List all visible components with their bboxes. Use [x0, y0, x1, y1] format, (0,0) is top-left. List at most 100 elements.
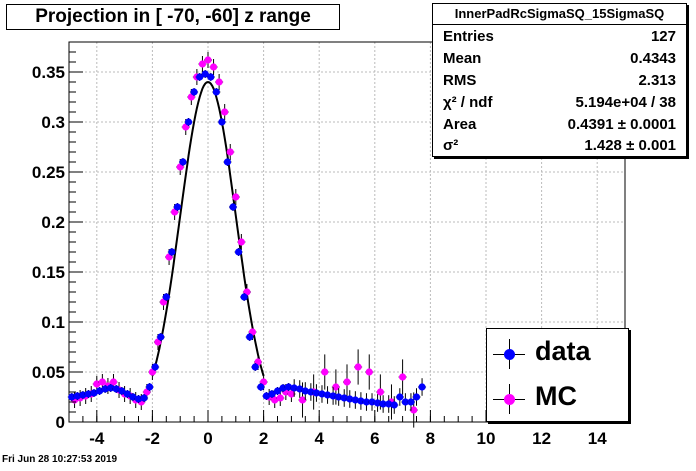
y-tick-label: 0.2 [41, 213, 65, 232]
stats-row-rms: RMS 2.313 [443, 70, 676, 92]
data-point [273, 387, 282, 395]
stats-row-sigma2: σ² 1.428 ± 0.001 [443, 135, 676, 157]
data-point [140, 394, 148, 402]
data-point [101, 385, 109, 393]
data-point [201, 70, 209, 78]
stats-value: 1.428 ± 0.001 [584, 137, 676, 154]
data-point [368, 398, 376, 406]
y-tick-label: 0.3 [41, 113, 65, 132]
data-point [385, 400, 393, 408]
data-point [251, 363, 259, 371]
data-point [335, 393, 343, 401]
data-point [307, 388, 315, 396]
stats-label: χ² / ndf [443, 94, 493, 111]
data-point [410, 406, 418, 414]
stats-label: Mean [443, 50, 482, 67]
data-point [365, 368, 373, 376]
data-point [109, 378, 118, 386]
data-point [68, 393, 76, 401]
data-point [221, 108, 229, 116]
data-point [198, 60, 207, 68]
y-tick-label: 0.1 [41, 313, 65, 332]
legend-marker-dot [504, 394, 515, 405]
stats-label: Entries [443, 28, 494, 45]
data-point [215, 78, 223, 86]
data-point [285, 383, 293, 391]
x-tick-label: -2 [145, 429, 160, 448]
data-point [257, 383, 265, 391]
data-point [190, 88, 198, 96]
data-point [146, 383, 154, 391]
chart-title: Projection in [ -70, -60] z range [35, 6, 311, 27]
data-point [287, 390, 295, 398]
data-point [407, 398, 415, 406]
data-point [418, 383, 426, 391]
data-point [207, 73, 215, 81]
data-point [390, 401, 398, 409]
data-point [401, 398, 409, 406]
data-point [226, 148, 234, 156]
stats-row-mean: Mean 0.4343 [443, 48, 676, 70]
data-point [179, 158, 187, 166]
legend: data MC [486, 328, 629, 422]
data-point [268, 390, 276, 398]
series-mc [70, 52, 418, 428]
stats-value: 127 [650, 28, 676, 45]
y-axis: 0.05 0.1 0.15 0.2 0.25 0.3 0.35 0 [32, 51, 83, 432]
stats-row-chi2: χ² / ndf 5.194e+04 / 38 [443, 92, 676, 114]
legend-entry-data: data [487, 332, 628, 376]
data-point [354, 363, 362, 371]
data-point [373, 399, 382, 407]
data-point [218, 118, 226, 126]
data-point [318, 390, 326, 398]
data-point [412, 393, 421, 401]
data-point [351, 396, 359, 404]
data-point [279, 384, 287, 392]
data-point [209, 63, 218, 71]
x-tick-label: 2 [259, 429, 268, 448]
data-point [196, 73, 204, 81]
stats-row-entries: Entries 127 [443, 26, 676, 48]
legend-marker-dot [504, 349, 515, 360]
data-point [162, 293, 170, 301]
stats-label: RMS [443, 72, 477, 89]
data-point [134, 395, 143, 403]
data-point [396, 393, 404, 401]
data-point [168, 248, 176, 256]
data-point [246, 333, 254, 341]
data-point [346, 395, 354, 403]
data-point [240, 293, 248, 301]
series-data [67, 70, 427, 414]
data-point [362, 398, 371, 406]
data-point [157, 333, 165, 341]
x-tick-label: 14 [588, 429, 607, 448]
y-tick-label: 0 [56, 413, 65, 432]
data-point [376, 388, 384, 396]
x-tick-label: -4 [89, 429, 105, 448]
data-point [173, 203, 182, 211]
data-point [323, 391, 332, 399]
x-tick-label: 8 [426, 429, 435, 448]
stats-value: 2.313 [638, 72, 676, 89]
data-point [321, 368, 329, 376]
x-tick-label: 10 [477, 429, 496, 448]
fit-curve-line [151, 80, 265, 377]
data-point [237, 238, 245, 246]
data-point [151, 363, 159, 371]
data-point [340, 394, 348, 402]
data-point [79, 391, 87, 399]
data-point [298, 396, 307, 404]
data-point [212, 88, 220, 96]
stats-value: 0.4343 [630, 50, 676, 67]
data-point [232, 193, 240, 201]
data-point [332, 383, 340, 391]
data-point [357, 397, 365, 405]
fit-curve [151, 80, 265, 377]
data-point [329, 392, 337, 400]
data-point [184, 118, 193, 126]
data-point [312, 389, 321, 397]
data-point [379, 400, 387, 408]
stats-name: InnerPadRcSigmaSQ_15SigmaSQ [433, 4, 686, 25]
data-point [107, 384, 115, 392]
x-tick-label: 4 [314, 429, 324, 448]
